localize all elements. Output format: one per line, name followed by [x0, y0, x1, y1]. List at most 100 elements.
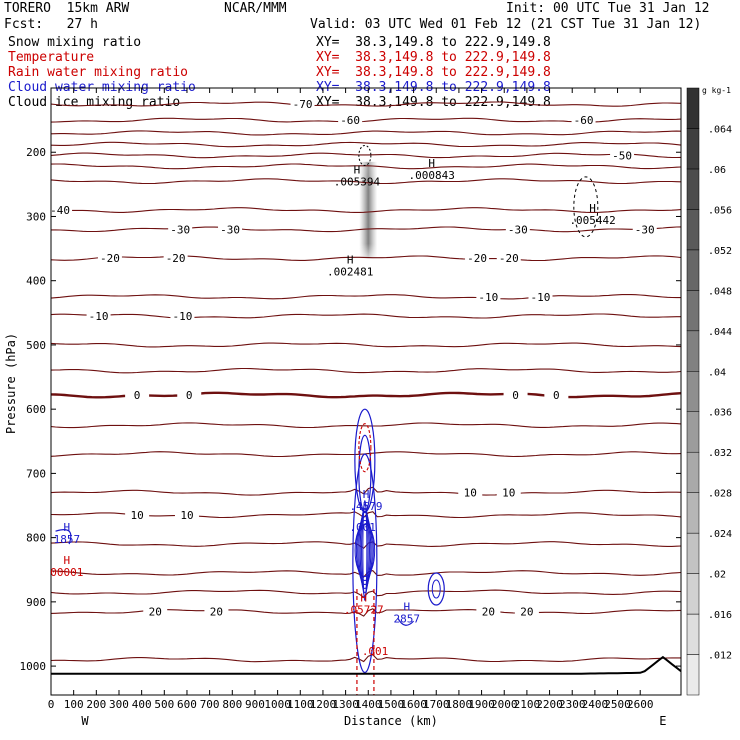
contour-label: -60: [340, 114, 360, 127]
contour-label: -30: [170, 223, 190, 236]
cloud-water-contour: [359, 507, 370, 593]
contour-label-mask: [125, 509, 150, 522]
cloud-water-contour: [397, 617, 415, 626]
temperature-contour: [51, 226, 681, 233]
contour-label-mask: [496, 252, 521, 265]
colorbar-tick-label: .028: [708, 489, 732, 500]
contour-label-mask: [125, 389, 150, 402]
contour-label: 20: [482, 605, 495, 618]
valid-time: Valid: 03 UTC Wed 01 Feb 12 (21 CST Tue …: [310, 17, 702, 32]
cloud-water-contour: [55, 529, 72, 545]
colorbar-tick-label: .012: [708, 651, 732, 662]
contour-label-mask: [290, 98, 315, 111]
x-tick-label: 1700: [423, 698, 450, 711]
contour-label: -20: [467, 252, 487, 265]
colorbar-tick-label: .04: [708, 367, 726, 378]
contour-label-mask: [476, 605, 501, 618]
temperature-contour: [51, 486, 681, 496]
colorbar-cell: [686, 128, 700, 170]
cloud-water-contour: [358, 434, 372, 512]
max-marker: H: [403, 600, 410, 613]
cloud-ice-contour: [358, 144, 372, 166]
contour-label: 0: [512, 389, 519, 402]
colorbar-cell: [686, 654, 700, 696]
max-marker: H: [354, 164, 361, 177]
y-axis-label: Pressure (hPa): [4, 333, 18, 434]
contour-label: -30: [220, 223, 240, 236]
colorbar-tick-label: .024: [708, 529, 732, 540]
snow-plume-fade: [359, 161, 378, 259]
contour-label: 10: [180, 509, 193, 522]
contour-label-mask: [496, 486, 521, 499]
cloud-water-contour: [361, 503, 369, 597]
contour-label-mask: [610, 149, 635, 162]
contour-label-mask: [458, 486, 483, 499]
contour-label: -10: [478, 291, 498, 304]
contour-label: 20: [210, 605, 223, 618]
colorbar-tick-label: .06: [708, 165, 726, 176]
forecast-hour: Fcst: 27 h: [4, 17, 98, 32]
contour-label: 0: [134, 389, 141, 402]
temperature-contour: [51, 163, 681, 170]
legend-xy-temperature: XY= 38.3,149.8 to 222.9,149.8: [316, 50, 551, 65]
x-tick-label: 600: [177, 698, 197, 711]
x-tick-label: 2400: [582, 698, 609, 711]
contour-label-mask: [505, 223, 530, 236]
max-value-label: .005442: [569, 214, 615, 227]
colorbar-cell: [686, 209, 700, 251]
temperature-contour: [51, 422, 681, 429]
contour-label: 10: [464, 487, 477, 500]
x-tick-label: 1400: [355, 698, 382, 711]
plot-frame: [50, 87, 682, 696]
y-tick-label: 800: [26, 532, 46, 545]
x-tick-label: 800: [222, 698, 242, 711]
cloud-water-contour: [358, 511, 372, 589]
y-tick-label: 1000: [20, 660, 47, 673]
max-value-label: .4579: [349, 500, 382, 513]
temperature-contour: [51, 313, 681, 319]
contour-label: -70: [293, 98, 313, 111]
temperature-contour: [51, 130, 681, 136]
max-value-label: .000843: [409, 169, 455, 182]
contour-label-mask: [51, 204, 73, 217]
colorbar-cell: [686, 168, 700, 210]
x-tick-label: 900: [245, 698, 265, 711]
cloud-water-contour: [357, 515, 373, 585]
legend-name-snow: Snow mixing ratio: [8, 35, 142, 50]
colorbar-tick-label: .032: [708, 448, 732, 459]
temperature-contour: [51, 255, 681, 262]
init-time: Init: 00 UTC Tue 31 Jan 12: [506, 1, 710, 16]
x-end-label-west: W: [81, 714, 89, 728]
y-tick-label: 300: [26, 210, 46, 223]
y-tick-label: 900: [26, 596, 46, 609]
x-tick-label: 1100: [287, 698, 314, 711]
contour-label-mask: [571, 114, 596, 127]
cloud-water-contour: [427, 572, 445, 606]
x-tick-label: 1900: [468, 698, 495, 711]
x-tick-label: 2600: [627, 698, 654, 711]
temperature-contour: [51, 569, 681, 578]
temperature-contour: [51, 367, 681, 374]
max-marker: H: [347, 254, 354, 267]
contour-label: -10: [89, 310, 109, 323]
contour-label: -30: [635, 223, 655, 236]
cloud-water-contour: [431, 579, 441, 599]
max-marker: H: [64, 554, 71, 567]
x-end-label-east: E: [659, 714, 666, 728]
cloud-water-contour: [354, 523, 376, 577]
legend-name-temperature: Temperature: [8, 50, 95, 65]
contour-label-mask: [528, 290, 553, 303]
colorbar-cell: [686, 613, 700, 655]
temperature-contour: [51, 293, 681, 300]
cloud-water-contour: [355, 519, 374, 581]
temperature-contour: [51, 178, 681, 185]
contour-label-mask: [632, 223, 657, 236]
contour-label: -50: [612, 149, 632, 162]
temperature-contour: [51, 152, 681, 159]
contour-label-mask: [544, 389, 569, 402]
x-axis-label: Distance (km): [344, 714, 438, 728]
contour-label-mask: [338, 114, 363, 127]
colorbar-tick-label: .056: [708, 205, 732, 216]
contour-label: 20: [520, 605, 533, 618]
max-value-label: 00001: [50, 566, 83, 579]
